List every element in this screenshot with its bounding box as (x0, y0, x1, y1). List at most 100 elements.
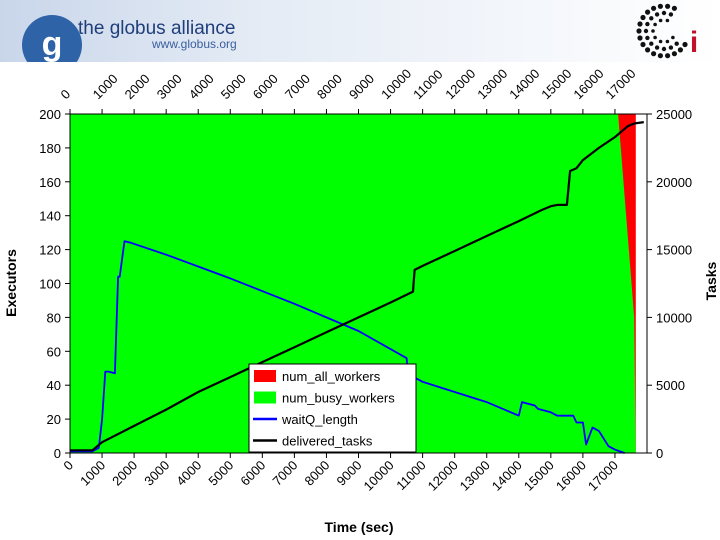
x2-tick-label: 12000 (442, 66, 478, 102)
x-tick-label: 5000 (205, 458, 236, 489)
logo-dot (665, 53, 671, 59)
legend-label: num_all_workers (282, 369, 381, 384)
area-layer (70, 114, 647, 453)
logo-dot (661, 46, 667, 52)
x-tick-label: 15000 (521, 458, 557, 494)
x2-tick-label: 16000 (570, 66, 606, 102)
logo-dot (645, 21, 650, 27)
x2-tick-label: 8000 (314, 71, 345, 102)
x2-tick-label: 3000 (154, 71, 185, 102)
logo-dot (677, 47, 684, 53)
x-tick-label: 10000 (361, 458, 397, 494)
x-tick-label: 2000 (109, 458, 140, 489)
logo-dot (651, 5, 657, 11)
x-tick-label: 14000 (489, 458, 525, 494)
legend-label: num_busy_workers (282, 391, 395, 406)
org-name: the globus alliance (78, 18, 235, 39)
x-tick-label: 3000 (141, 458, 172, 489)
logo-dot (645, 9, 651, 15)
line-waitQ-length (70, 240, 625, 454)
x2-tick-label: 2000 (122, 71, 153, 102)
legend: num_all_workers num_busy_workers waitQ_len… (248, 363, 417, 453)
logo-dot (682, 41, 688, 48)
ci-logo-letter: i (690, 26, 698, 59)
x2-tick-label: 13000 (474, 66, 510, 102)
x-tick-label: 6000 (237, 458, 268, 489)
logo-dot (651, 29, 655, 33)
logo-dot (665, 39, 670, 44)
y2-tick-label: 25000 (656, 107, 692, 122)
y-tick-label: 40 (47, 378, 61, 393)
y-tick-label: 80 (47, 310, 61, 325)
y2-tick-label: 15000 (656, 243, 692, 258)
logo-dot (649, 16, 654, 21)
logo-dot (640, 41, 646, 48)
globus-logo-circle (22, 15, 82, 62)
logo-dot (671, 51, 678, 57)
x-tick-label: 8000 (301, 458, 332, 489)
x-tick-label: 1000 (77, 458, 108, 489)
x2-tick-label: 7000 (282, 71, 313, 102)
x-tick-label: 0 (60, 458, 76, 474)
x-tick-label: 4000 (173, 458, 204, 489)
x2-tick-label: 14000 (506, 66, 542, 102)
logo-dot (674, 41, 679, 46)
x-tick-label: 13000 (457, 458, 493, 494)
y-axis-label: Executors (3, 249, 19, 317)
y2-tick-label: 20000 (656, 175, 692, 190)
x2-tick-label: 17000 (602, 66, 638, 102)
logo-dot (658, 18, 663, 23)
y2-tick-label: 5000 (656, 378, 685, 393)
logo-dot (668, 12, 674, 17)
x-tick-label: 9000 (334, 458, 365, 489)
logo-dot (657, 3, 664, 9)
y2-tick-label: 10000 (656, 310, 692, 325)
legend-swatch (254, 391, 276, 404)
legend-box (248, 363, 417, 453)
x2-tick-label: 6000 (250, 71, 281, 102)
logo-dot (668, 45, 674, 50)
logo-dot (653, 22, 657, 27)
y2-axis-label: Tasks (703, 261, 719, 300)
x2-tick-label: 15000 (538, 66, 574, 102)
globus-logo: g (22, 15, 82, 62)
y-tick-label: 120 (39, 243, 61, 258)
x-tick-label: 7000 (269, 458, 300, 489)
header-banner: g the globus alliance www.globus.org i (0, 0, 720, 62)
x-tick-label: 17000 (585, 458, 621, 494)
x-tick-label: 16000 (553, 458, 589, 494)
x2-tick-label: 10000 (378, 66, 414, 102)
logo-dot (645, 35, 650, 41)
ci-dot-logo (636, 3, 688, 59)
logo-dot (645, 47, 651, 53)
logo-dot (651, 51, 657, 57)
y-tick-label: 200 (39, 107, 61, 122)
x2-tick-label: 4000 (186, 71, 217, 102)
logo-dot (643, 28, 649, 34)
y-tick-label: 140 (39, 209, 61, 224)
logo-dot (653, 35, 657, 40)
logo-dot (637, 21, 643, 27)
logo-dot (637, 35, 643, 41)
y-tick-label: 0 (54, 446, 61, 461)
y-tick-label: 60 (47, 344, 61, 359)
line-layer (70, 121, 644, 454)
logo-dot (649, 41, 654, 46)
legend-swatch (254, 370, 276, 382)
line-delivered-tasks (70, 121, 644, 452)
x2-tick-label: 9000 (346, 71, 377, 102)
logo-dot (636, 28, 642, 34)
header-background (0, 0, 720, 62)
area-num-busy-workers (70, 114, 647, 453)
x-tick-label: 12000 (425, 458, 461, 494)
globus-logo-letter: g (42, 25, 63, 62)
y-tick-label: 100 (39, 277, 61, 292)
org-url: www.globus.org (151, 37, 237, 51)
logo-dot (671, 35, 675, 40)
logo-dot (654, 12, 660, 17)
x2-tick-label: 1000 (90, 71, 121, 102)
y-tick-label: 160 (39, 175, 61, 190)
logo-dot (671, 5, 678, 11)
logo-dot (665, 3, 671, 9)
